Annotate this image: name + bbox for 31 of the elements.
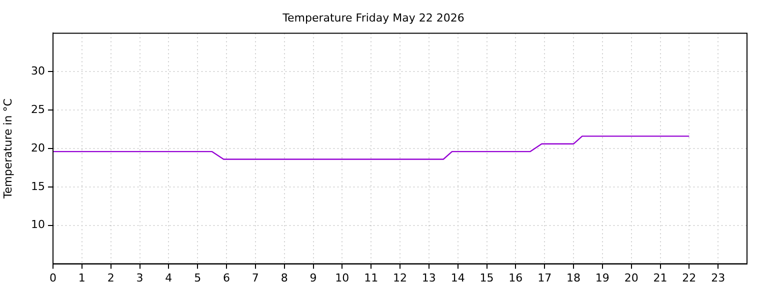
y-tick-label: 25 bbox=[31, 102, 45, 116]
x-tick-label: 1 bbox=[78, 271, 86, 284]
x-tick-label: 2 bbox=[107, 271, 114, 284]
x-tick-label: 14 bbox=[450, 271, 465, 284]
y-tick-label: 15 bbox=[31, 180, 45, 193]
x-tick-label: 10 bbox=[335, 271, 350, 284]
x-tick-label: 3 bbox=[136, 271, 144, 284]
y-tick-label: 10 bbox=[31, 218, 45, 232]
x-tick-label: 19 bbox=[595, 271, 610, 284]
x-tick-label: 18 bbox=[566, 271, 580, 284]
y-axis-title: Temperature in °C bbox=[1, 98, 14, 200]
x-tick-label: 0 bbox=[50, 271, 56, 284]
x-tick-label: 16 bbox=[508, 271, 523, 284]
x-tick-label: 12 bbox=[393, 271, 407, 284]
x-tick-label: 22 bbox=[682, 271, 696, 284]
x-tick-label: 5 bbox=[194, 271, 202, 284]
x-tick-label: 9 bbox=[310, 271, 317, 284]
x-tick-label: 13 bbox=[422, 271, 436, 284]
x-tick-label: 20 bbox=[624, 271, 638, 284]
y-tick-label: 20 bbox=[31, 141, 45, 154]
y-tick-label: 30 bbox=[31, 64, 45, 78]
x-tick-label: 23 bbox=[711, 271, 726, 284]
x-tick-label: 17 bbox=[538, 271, 552, 284]
x-tick-label: 4 bbox=[165, 271, 172, 284]
chart-title: Temperature Friday May 22 2026 bbox=[282, 11, 464, 24]
x-tick-label: 11 bbox=[364, 271, 378, 284]
x-tick-label: 6 bbox=[223, 271, 230, 284]
x-tick-label: 8 bbox=[280, 271, 288, 284]
x-tick-label: 21 bbox=[653, 271, 668, 284]
x-tick-label: 7 bbox=[252, 271, 259, 284]
x-tick-label: 15 bbox=[480, 271, 494, 284]
